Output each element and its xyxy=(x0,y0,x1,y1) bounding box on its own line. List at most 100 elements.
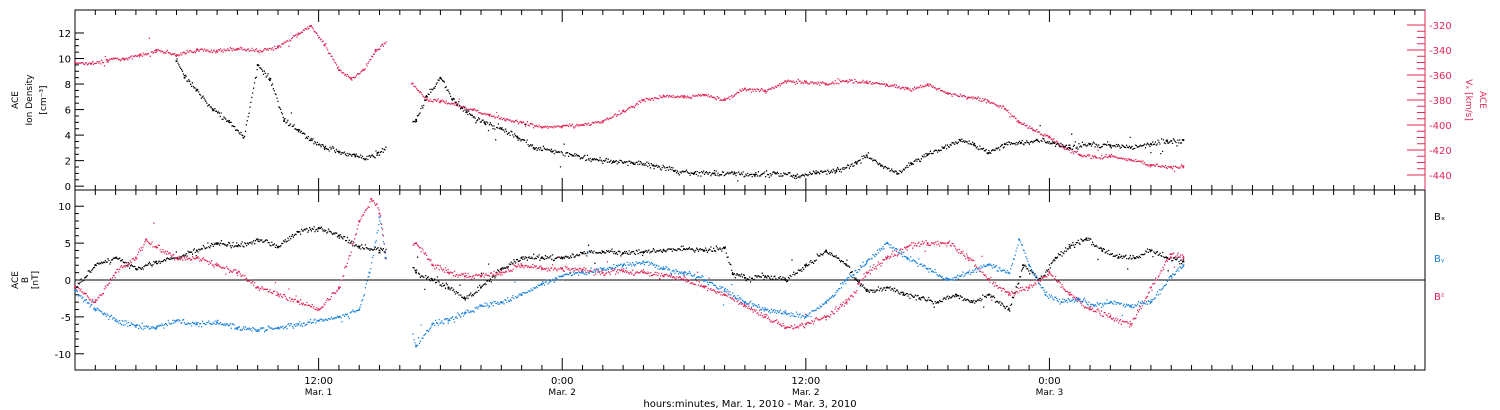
point-bz-42 xyxy=(865,271,868,274)
point-by-30 xyxy=(642,260,645,263)
point-bx-59 xyxy=(1150,249,1152,252)
point-by-53 xyxy=(1077,297,1079,300)
point-density-51 xyxy=(987,152,990,154)
speed-y-tick-label-2: -400 xyxy=(1429,121,1452,132)
point-vx-61 xyxy=(1150,164,1152,166)
point-bx-9 xyxy=(256,238,259,241)
b-y-tick-label-4: 10 xyxy=(58,202,71,213)
point-bz-24 xyxy=(500,271,503,274)
point-bx-54 xyxy=(1068,245,1071,248)
point-density-45 xyxy=(896,172,899,175)
point-by-4 xyxy=(155,327,158,329)
x-axis-label: hours:minutes, Mar. 1, 2010 - Mar. 3, 20… xyxy=(643,399,856,410)
point-vx-5 xyxy=(155,49,158,51)
point-bx-20 xyxy=(463,297,466,300)
point-density-40 xyxy=(815,172,817,175)
point-by-9 xyxy=(256,329,259,332)
point-vx-2 xyxy=(106,59,109,61)
point-bz-45 xyxy=(926,242,929,244)
point-bz-58 xyxy=(1182,257,1185,259)
point-bz-4 xyxy=(145,238,147,241)
point-by-59 xyxy=(1182,264,1185,267)
point-vx-17 xyxy=(362,69,365,71)
point-bx-12 xyxy=(317,227,320,230)
point-vx-63 xyxy=(1182,165,1185,168)
point-vx-40 xyxy=(764,90,767,93)
point-bx-35 xyxy=(744,276,746,279)
point-bz-29 xyxy=(601,271,604,274)
point-by-35 xyxy=(744,301,746,303)
point-by-16 xyxy=(378,216,381,219)
point-vx-62 xyxy=(1170,166,1173,169)
point-density-1 xyxy=(183,76,186,79)
point-by-56 xyxy=(1129,304,1132,307)
point-vx-22 xyxy=(425,99,428,101)
point-bx-17 xyxy=(415,271,417,274)
point-by-0 xyxy=(74,290,76,292)
point-vx-41 xyxy=(784,80,787,83)
point-bx-53 xyxy=(1054,257,1057,259)
point-bx-32 xyxy=(703,249,706,252)
point-density-30 xyxy=(612,161,614,163)
point-by-58 xyxy=(1170,275,1173,278)
point-by-7 xyxy=(216,321,218,324)
series-density xyxy=(175,58,1185,182)
point-by-3 xyxy=(135,324,137,327)
point-vx-34 xyxy=(642,99,645,101)
point-by-13 xyxy=(338,316,340,318)
point-vx-7 xyxy=(195,49,198,51)
point-density-13 xyxy=(354,154,357,157)
series-bz xyxy=(74,198,1185,330)
density-axis-label-line-0: ACE xyxy=(11,91,21,109)
x-tick-label-time-1: 0:00 xyxy=(551,376,573,387)
point-vx-38 xyxy=(723,99,726,101)
point-vx-28 xyxy=(520,121,523,124)
point-bx-47 xyxy=(955,293,957,296)
point-density-23 xyxy=(484,122,486,125)
point-bz-43 xyxy=(886,257,888,259)
point-bx-49 xyxy=(987,293,990,296)
point-bx-11 xyxy=(297,231,300,233)
b-axis-label-line-0: ACE xyxy=(11,271,21,289)
point-vx-32 xyxy=(601,120,604,123)
density-y-tick-label-4: 8 xyxy=(65,80,71,91)
point-density-44 xyxy=(880,164,882,167)
x-tick-label-time-3: 0:00 xyxy=(1038,376,1060,387)
point-bz-38 xyxy=(784,327,787,329)
point-vx-36 xyxy=(683,96,685,99)
point-bz-8 xyxy=(216,264,218,267)
point-vx-31 xyxy=(581,124,584,126)
point-bx-55 xyxy=(1085,238,1087,241)
point-bz-52 xyxy=(1068,293,1071,296)
point-density-5 xyxy=(242,136,245,139)
point-density-34 xyxy=(693,172,696,175)
point-density-12 xyxy=(338,150,340,153)
point-by-17 xyxy=(384,257,387,259)
point-vx-59 xyxy=(1109,155,1112,158)
speed-y-tick-label-3: -380 xyxy=(1429,96,1452,107)
speed-y-tick-label-0: -440 xyxy=(1429,171,1452,182)
point-bx-37 xyxy=(784,279,787,281)
point-bx-15 xyxy=(378,249,381,252)
point-by-2 xyxy=(114,319,117,322)
point-by-51 xyxy=(1044,293,1047,296)
point-by-21 xyxy=(463,312,466,315)
point-bz-39 xyxy=(804,323,807,326)
point-bx-8 xyxy=(236,245,239,247)
point-density-33 xyxy=(673,170,675,172)
point-bz-53 xyxy=(1089,308,1091,311)
point-bx-43 xyxy=(886,286,888,289)
point-density-19 xyxy=(425,95,428,98)
point-density-31 xyxy=(632,162,635,165)
point-vx-46 xyxy=(886,84,888,86)
point-density-61 xyxy=(1166,140,1169,143)
point-bz-25 xyxy=(520,264,523,267)
point-vx-3 xyxy=(122,57,125,60)
series-by-cloud xyxy=(75,220,1185,347)
point-bx-33 xyxy=(723,247,726,250)
point-bx-41 xyxy=(855,279,858,281)
point-vx-11 xyxy=(277,46,279,49)
point-bx-39 xyxy=(825,249,827,252)
x-tick-label-date-1: Mar. 2 xyxy=(548,388,576,398)
point-bz-22 xyxy=(463,275,466,278)
